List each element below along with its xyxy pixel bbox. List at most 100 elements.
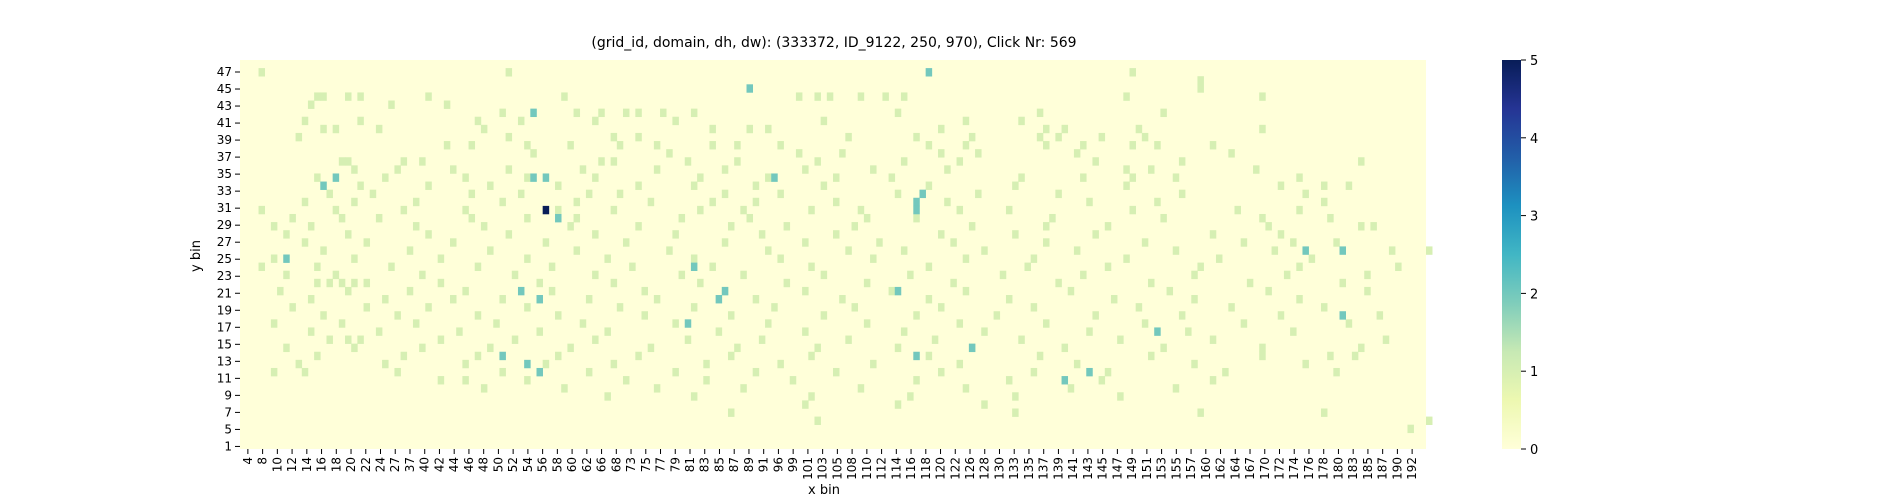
heatmap-cell [412, 197, 420, 207]
x-tick-label: 112 [875, 457, 889, 480]
x-tick-label: 176 [1302, 457, 1316, 480]
heatmap-cell [622, 376, 630, 385]
heatmap-cell [783, 222, 791, 231]
heatmap-cell [870, 359, 877, 369]
heatmap-cell [653, 141, 661, 150]
heatmap-cell [1092, 230, 1099, 239]
heatmap-cell [876, 238, 883, 247]
heatmap-cell [1222, 367, 1229, 377]
x-tick-label: 105 [830, 457, 844, 480]
heatmap-cell [826, 92, 834, 101]
heatmap-cell [727, 311, 735, 320]
x-tick-label: 52 [506, 457, 520, 472]
heatmap-cell [375, 327, 383, 336]
heatmap-cell [975, 189, 982, 199]
heatmap-cell [690, 262, 698, 271]
heatmap-cell [888, 286, 896, 296]
heatmap-cell [610, 205, 618, 215]
heatmap-cell [351, 343, 358, 353]
heatmap-cell [962, 141, 970, 150]
heatmap-cell [758, 230, 766, 239]
heatmap-cell [1104, 262, 1112, 271]
heatmap-cell [777, 359, 784, 369]
heatmap-cell [567, 222, 574, 231]
heatmap-cell [672, 367, 679, 377]
heatmap-cell [956, 157, 964, 166]
heatmap-cell [277, 286, 284, 296]
heatmap-cell [1296, 262, 1303, 271]
heatmap-cell [394, 165, 401, 174]
heatmap-cell [1049, 213, 1056, 223]
heatmap-cell [771, 173, 778, 182]
colorbar-tick-label: 2 [1530, 287, 1538, 302]
heatmap-cell [913, 205, 920, 215]
heatmap-cell [1191, 295, 1198, 304]
heatmap-cell [320, 92, 327, 101]
heatmap-cell [993, 311, 1001, 320]
heatmap-cell [283, 270, 290, 280]
heatmap-cell [703, 359, 710, 369]
heatmap-cell [690, 108, 698, 118]
heatmap-cell [456, 327, 463, 336]
heatmap-cell [511, 270, 519, 280]
heatmap-cell [295, 132, 303, 142]
heatmap-cell [363, 303, 371, 312]
y-tick-label: 21 [217, 286, 232, 300]
x-tick-label: 48 [477, 457, 491, 472]
heatmap-cell [894, 343, 902, 353]
heatmap-cell [530, 149, 537, 158]
heatmap-cell [845, 335, 852, 344]
heatmap-cell [684, 319, 692, 328]
heatmap-cell [1185, 327, 1192, 336]
x-tick-label: 149 [1125, 457, 1139, 480]
heatmap-cell [443, 100, 451, 109]
x-tick-label: 110 [860, 457, 874, 480]
heatmap-cell [307, 222, 315, 231]
heatmap-cell [400, 351, 408, 361]
x-tick-label: 77 [654, 457, 668, 472]
heatmap-cell [900, 327, 908, 336]
heatmap-cell [1358, 343, 1365, 353]
heatmap-cell [1327, 213, 1334, 223]
heatmap-cell [1104, 367, 1112, 377]
heatmap-cell [1061, 343, 1069, 353]
colorbar [1502, 60, 1521, 449]
heatmap-cell [450, 295, 457, 304]
heatmap-cell [1018, 173, 1025, 182]
heatmap-cell [351, 197, 358, 207]
heatmap-cell [1012, 230, 1019, 239]
heatmap-cell [536, 367, 543, 377]
heatmap-cell [1320, 303, 1328, 312]
y-axis-label: y bin [189, 240, 204, 272]
heatmap-cell [1067, 286, 1075, 296]
heatmap-cell [412, 319, 420, 328]
x-tick-label: 151 [1140, 457, 1154, 480]
heatmap-cell [758, 335, 766, 344]
heatmap-cell [499, 108, 506, 118]
heatmap-cell [672, 319, 679, 328]
heatmap-cell [542, 205, 550, 215]
heatmap-cell [332, 270, 340, 280]
heatmap-cell [999, 270, 1007, 280]
heatmap-cell [1172, 246, 1180, 255]
heatmap-cell [567, 343, 574, 353]
heatmap-cell [1141, 238, 1149, 247]
heatmap-cell [1073, 359, 1081, 369]
heatmap-cell [1005, 295, 1013, 304]
heatmap-cell [1302, 359, 1309, 369]
heatmap-cell [499, 367, 506, 377]
x-tick-label: 54 [521, 457, 535, 472]
heatmap-cell [1036, 351, 1044, 361]
heatmap-cell [857, 205, 865, 215]
heatmap-cell [610, 132, 618, 142]
heatmap-cell [382, 173, 389, 182]
heatmap-cell [746, 124, 753, 134]
heatmap-cell [1135, 303, 1143, 312]
heatmap-cell [579, 319, 587, 328]
heatmap-cell [962, 286, 970, 296]
x-tick-label: 139 [1051, 457, 1065, 480]
heatmap-cell [672, 230, 679, 239]
heatmap-cell [1240, 319, 1248, 328]
heatmap-cell [610, 157, 618, 166]
heatmap-cell [1086, 327, 1093, 336]
